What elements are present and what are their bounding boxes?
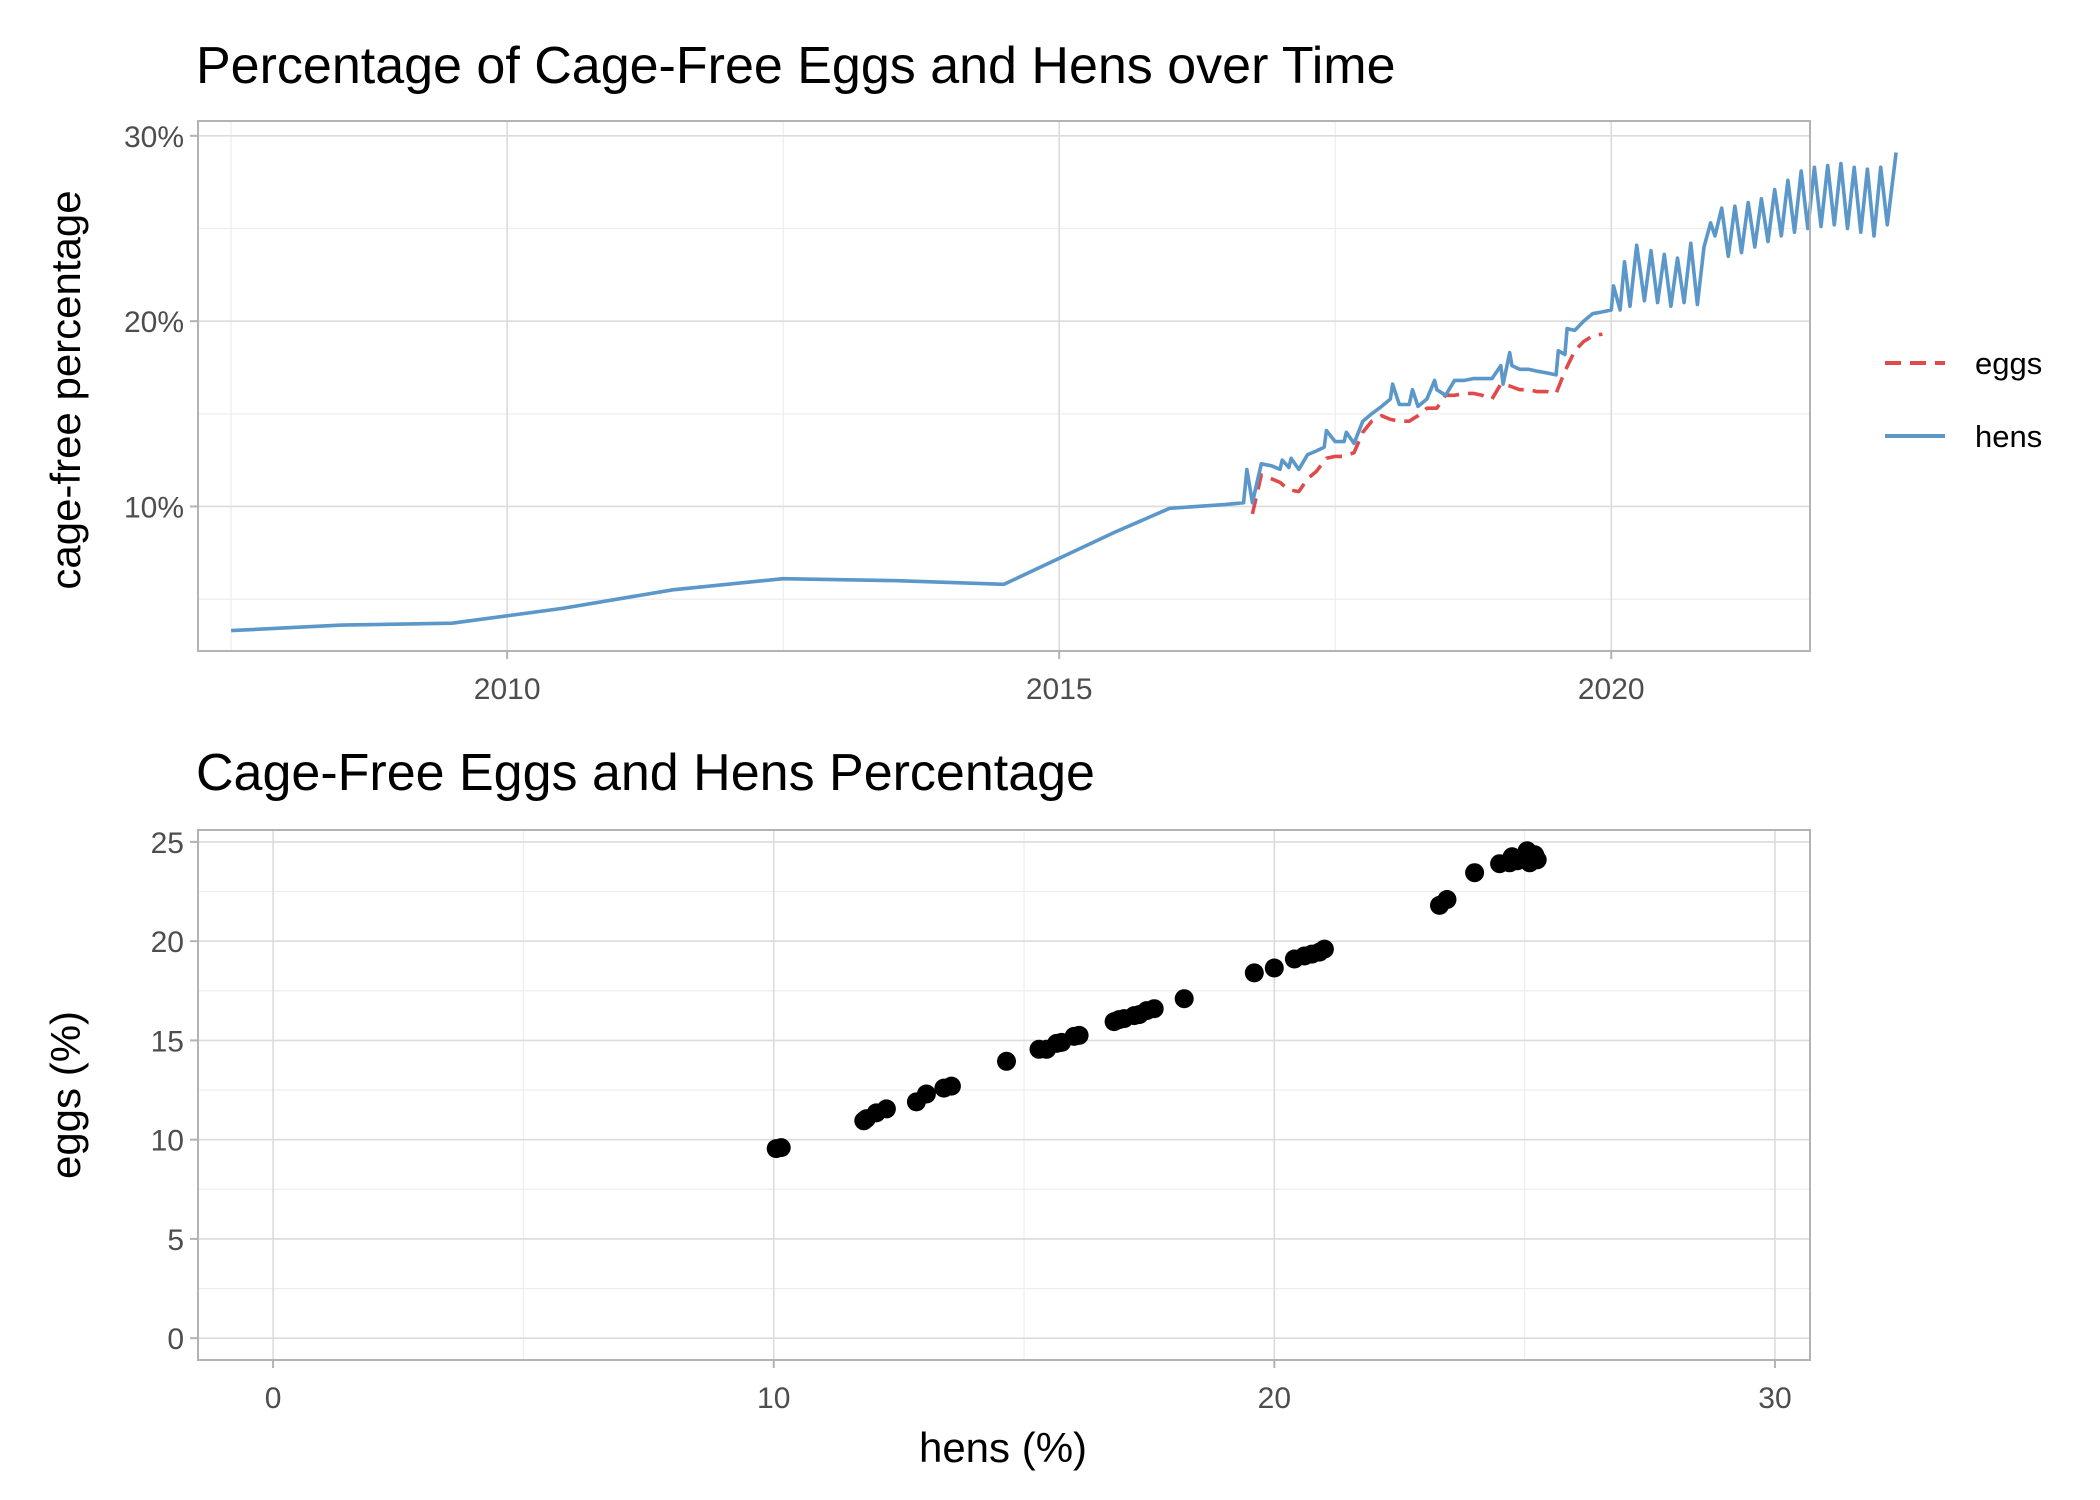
x-tick-label: 2020 [1578, 673, 1645, 706]
scatter-point [916, 1084, 936, 1104]
legend-label-hens: hens [1975, 419, 2042, 454]
x-tick-label: 2015 [1026, 673, 1093, 706]
scatter-chart-title: Cage-Free Eggs and Hens Percentage [196, 744, 1095, 802]
legend-label-eggs: eggs [1975, 346, 2042, 381]
scatter-point [876, 1099, 896, 1119]
line-chart: Percentage of Cage-Free Eggs and Hens ov… [42, 37, 2042, 706]
scatter-point [771, 1138, 791, 1158]
x-tick-label: 0 [265, 1382, 282, 1415]
y-tick-label: 25 [151, 827, 184, 860]
y-tick-label: 30% [124, 121, 184, 154]
legend: eggs hens [1885, 346, 2042, 454]
scatter-point [1527, 850, 1547, 870]
line-chart-panel [197, 120, 1811, 652]
scatter-point [1264, 958, 1284, 978]
line-chart-series [231, 152, 1898, 633]
x-tick-label: 2010 [474, 673, 541, 706]
scatter-point [941, 1076, 961, 1096]
series-line-hens [231, 152, 1898, 633]
scatter-point [1465, 863, 1485, 883]
x-tick-label: 10 [757, 1382, 790, 1415]
y-tick-label: 5 [167, 1224, 184, 1257]
series-line-eggs [1250, 332, 1603, 515]
scatter-point [1144, 999, 1164, 1019]
y-tick-label: 20 [151, 926, 184, 959]
scatter-point [997, 1051, 1016, 1071]
x-tick-label: 20 [1258, 1382, 1291, 1415]
scatter-chart-panel [197, 829, 1811, 1361]
line-chart-grid [198, 121, 1810, 651]
line-chart-ticks: 2010 2015 2020 10% 20% 30% [124, 121, 1645, 706]
scatter-chart-x-axis-title: hens (%) [919, 1424, 1087, 1471]
scatter-chart-ticks: 0 10 20 30 0 5 10 15 20 25 [151, 827, 1792, 1415]
y-tick-label: 10% [124, 491, 184, 524]
scatter-point [1069, 1025, 1089, 1045]
scatter-point [1244, 963, 1264, 983]
y-tick-label: 0 [167, 1323, 184, 1356]
scatter-chart-y-axis-title: eggs (%) [42, 1011, 89, 1179]
line-chart-title: Percentage of Cage-Free Eggs and Hens ov… [196, 37, 1396, 95]
y-tick-label: 20% [124, 306, 184, 339]
scatter-chart-points [766, 841, 1547, 1159]
scatter-point [1437, 890, 1457, 909]
x-tick-label: 30 [1758, 1382, 1791, 1415]
scatter-point [1314, 939, 1334, 959]
scatter-chart-grid [198, 830, 1810, 1360]
y-tick-label: 15 [151, 1025, 184, 1058]
scatter-point [1174, 989, 1194, 1009]
scatter-chart: Cage-Free Eggs and Hens Percentage eggs … [42, 744, 1811, 1471]
y-tick-label: 10 [151, 1125, 184, 1158]
line-chart-y-axis-title: cage-free percentage [42, 190, 89, 589]
